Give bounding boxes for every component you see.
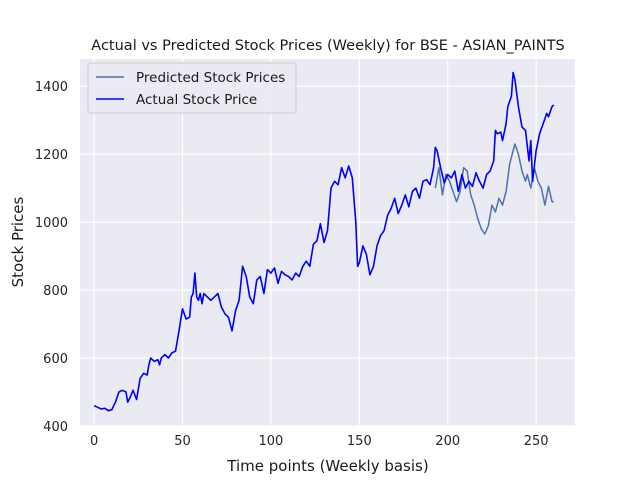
legend-entry-label: Actual Stock Price	[136, 92, 257, 108]
tick-labels: 0 50 100 150 200 250 400 600 800 1000 1200 1400	[35, 80, 549, 449]
chart-title: Actual vs Predicted Stock Prices (Weekly…	[91, 38, 564, 54]
plot-area	[80, 59, 575, 426]
y-tick-label: 600	[43, 352, 68, 367]
x-tick-label: 150	[347, 434, 372, 449]
legend-box	[87, 62, 297, 114]
series-line-predicted	[434, 143, 554, 235]
y-tick-label: 1200	[35, 148, 68, 163]
y-tick-label: 1000	[35, 216, 68, 231]
y-tick-label: 400	[43, 420, 68, 435]
series-line-actual	[93, 71, 555, 412]
x-tick-label: 0	[90, 434, 98, 449]
legend: Predicted Stock Prices Actual Stock Price	[87, 62, 297, 114]
x-tick-label: 50	[174, 434, 191, 449]
y-tick-label: 1400	[35, 80, 68, 95]
y-tick-label: 800	[43, 284, 68, 299]
x-tick-label: 250	[524, 434, 549, 449]
legend-entry-label: Predicted Stock Prices	[136, 70, 285, 86]
y-axis-label: Stock Prices	[9, 196, 27, 287]
series-lines	[93, 71, 555, 412]
x-tick-label: 100	[259, 434, 284, 449]
x-tick-label: 200	[435, 434, 460, 449]
x-axis-label: Time points (Weekly basis)	[226, 457, 428, 475]
